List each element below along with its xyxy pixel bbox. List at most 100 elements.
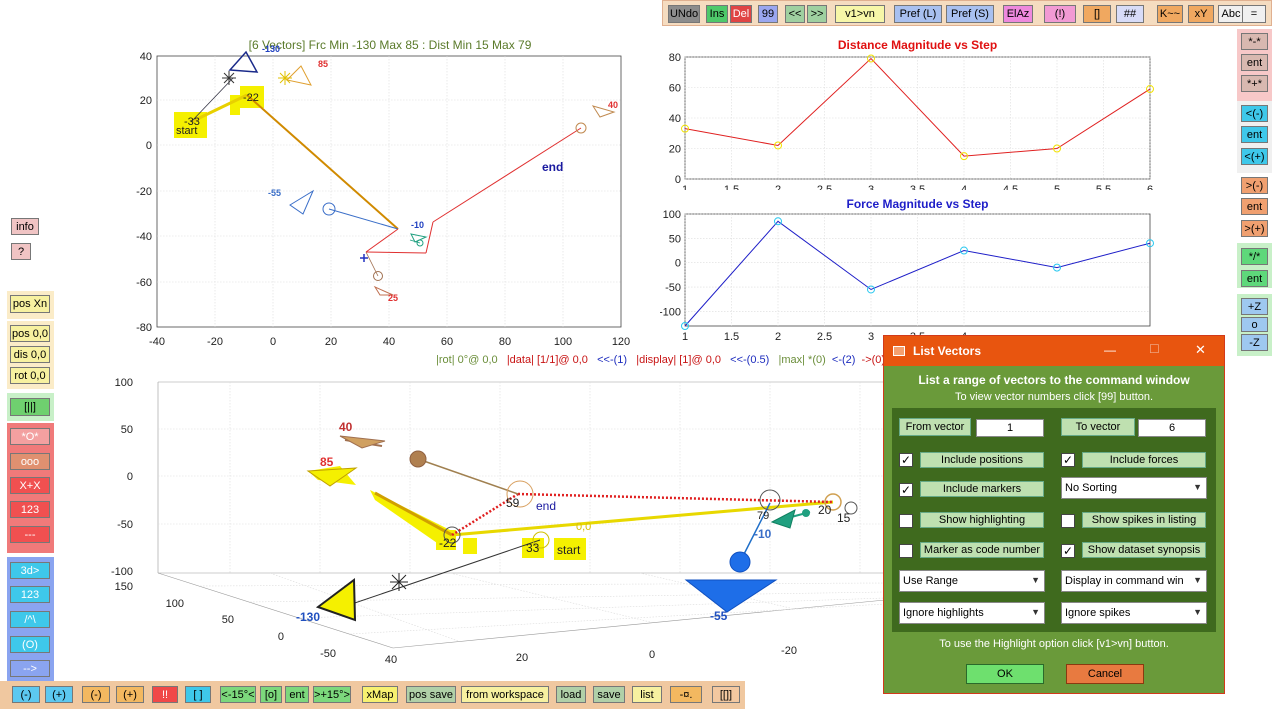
left-out-button[interactable]: <(-) (1241, 105, 1268, 122)
pos-reset-button[interactable]: pos 0,0 (10, 325, 50, 342)
rot-reset-button[interactable]: rot 0,0 (10, 367, 50, 384)
equals-button[interactable]: = (1242, 5, 1266, 23)
dataset-synopsis-checkbox[interactable]: ✓ (1061, 544, 1075, 558)
brackets-button[interactable]: [] (1083, 5, 1111, 23)
special-button[interactable]: -¤. (670, 686, 702, 703)
show-highlighting-checkbox[interactable] (899, 514, 913, 528)
pref-l-button[interactable]: Pref (L) (894, 5, 942, 23)
y-tick: -80 (136, 322, 152, 334)
grid-button[interactable]: ## (1116, 5, 1144, 23)
right-ent-button[interactable]: ent (1241, 198, 1268, 215)
status-prev[interactable]: <-(2) (831, 354, 856, 366)
save-button[interactable]: save (593, 686, 625, 703)
rotate-right-button[interactable]: >+15°> (313, 686, 351, 703)
numbers-button[interactable]: 123 (10, 501, 50, 518)
zoom-both-out-button[interactable]: *-* (1241, 33, 1268, 50)
zoom-out-blue-button[interactable]: (-) (12, 686, 40, 703)
close-icon[interactable]: ✕ (1195, 342, 1206, 357)
3d-button[interactable]: 3d> (10, 562, 50, 579)
list-button[interactable]: list (632, 686, 662, 703)
right-in-button[interactable]: >(+) (1241, 220, 1268, 237)
range-select[interactable]: Use Range ▼ (899, 570, 1045, 592)
help-button[interactable]: ? (11, 243, 31, 260)
zoom-in-orange-button[interactable]: (+) (116, 686, 144, 703)
load-button[interactable]: load (556, 686, 586, 703)
vector-numbers-button[interactable]: 99 (758, 5, 778, 23)
include-markers-checkbox[interactable]: ✓ (899, 483, 913, 497)
pos-save-button[interactable]: pos save (406, 686, 456, 703)
wave-button[interactable]: K~~ (1157, 5, 1183, 23)
include-forces-checkbox[interactable]: ✓ (1061, 453, 1075, 467)
next-button[interactable]: >> (807, 5, 827, 23)
frame-button[interactable]: [ ] (185, 686, 211, 703)
ok-button[interactable]: OK (966, 664, 1044, 684)
undo-button[interactable]: UNdo (668, 5, 700, 23)
insert-button[interactable]: Ins (706, 5, 728, 23)
z-plus-button[interactable]: +Z (1241, 298, 1268, 315)
y-tick-label: 100 (663, 209, 681, 221)
rotate-left-button[interactable]: <-15°< (220, 686, 256, 703)
show-spikes-checkbox[interactable] (1061, 514, 1075, 528)
v1-vn-button[interactable]: v1>vn (835, 5, 885, 23)
left-in-button[interactable]: <(+) (1241, 148, 1268, 165)
abc-button[interactable]: Abc (1218, 5, 1244, 23)
dis-reset-button[interactable]: dis 0,0 (10, 346, 50, 363)
top-toolbar: UNdo Ins Del 99 << >> v1>vn Pref (L) Pre… (662, 0, 1272, 26)
arrow-button[interactable]: --> (10, 660, 50, 677)
window-button[interactable]: [[]] (712, 686, 740, 703)
pos-xn-button[interactable]: pos Xn (10, 295, 50, 313)
label-22-3d: -22 (439, 536, 457, 550)
xmap-button[interactable]: xMap (362, 686, 398, 703)
rotate-ent-button[interactable]: ent (285, 686, 309, 703)
3d-numbers-button[interactable]: 123 (10, 586, 50, 603)
z-minus-button[interactable]: -Z (1241, 334, 1268, 351)
delete-button[interactable]: Del (730, 5, 752, 23)
z-center-button[interactable]: o (1241, 317, 1268, 332)
status-next[interactable]: ->(0) (861, 354, 886, 366)
status-data-step[interactable]: <<-(1) (597, 354, 628, 366)
alert-red-button[interactable]: !! (152, 686, 178, 703)
peak-button[interactable]: /^\ (10, 611, 50, 628)
elaz-button[interactable]: ElAz (1003, 5, 1033, 23)
from-workspace-button[interactable]: from workspace (461, 686, 549, 703)
to-vector-input[interactable]: 6 (1138, 419, 1206, 437)
alert-button[interactable]: (!) (1044, 5, 1076, 23)
rotate-reset-button[interactable]: [o] (260, 686, 282, 703)
series-line (684, 220, 1151, 327)
cancel-button[interactable]: Cancel (1066, 664, 1144, 684)
pref-s-button[interactable]: Pref (S) (946, 5, 994, 23)
info-button[interactable]: info (11, 218, 39, 235)
zoom-both-ent-button[interactable]: ent (1241, 54, 1268, 71)
status-display: |display| [1]@ 0,0 (636, 354, 721, 366)
from-vector-input[interactable]: 1 (976, 419, 1044, 437)
vector-plot-3d[interactable]: 100 50 0 -50 -100 150 100 50 0 -50 40 20… (90, 372, 890, 672)
maximize-icon[interactable]: ☐ (1149, 342, 1160, 356)
dash-button[interactable]: --- (10, 526, 50, 543)
zoom-both-in-button[interactable]: *+* (1241, 75, 1268, 92)
origin-button[interactable]: (O) (10, 636, 50, 653)
prev-button[interactable]: << (785, 5, 805, 23)
display-select[interactable]: Display in command win ▼ (1061, 570, 1207, 592)
cross-button[interactable]: X+X (10, 477, 50, 494)
sorting-select[interactable]: No Sorting ▼ (1061, 477, 1207, 499)
right-out-button[interactable]: >(-) (1241, 177, 1268, 194)
marker-button[interactable]: *O* (10, 428, 50, 445)
y-tick: 0 (146, 140, 152, 152)
minimize-icon[interactable]: — (1104, 343, 1116, 357)
include-positions-checkbox[interactable]: ✓ (899, 453, 913, 467)
highlights-select[interactable]: Ignore highlights ▼ (899, 602, 1045, 624)
xy-button[interactable]: xY (1188, 5, 1214, 23)
vector-plot-2d[interactable]: [6 Vectors] Frc Min -130 Max 85 : Dist M… (130, 35, 640, 365)
left-ent-button[interactable]: ent (1241, 126, 1268, 143)
status-display-step[interactable]: <<-(0.5) (730, 354, 770, 366)
spikes-select[interactable]: Ignore spikes ▼ (1061, 602, 1207, 624)
data-point (774, 217, 782, 226)
scale-button[interactable]: */* (1241, 248, 1268, 265)
bracket-toggle-button[interactable]: [||] (10, 398, 50, 416)
marker-as-code-checkbox[interactable] (899, 544, 913, 558)
zoom-out-orange-button[interactable]: (-) (82, 686, 110, 703)
zoom-in-blue-button[interactable]: (+) (45, 686, 73, 703)
show-highlighting-label: Show highlighting (920, 512, 1044, 528)
scale-ent-button[interactable]: ent (1241, 270, 1268, 287)
circles-button[interactable]: ooo (10, 453, 50, 470)
